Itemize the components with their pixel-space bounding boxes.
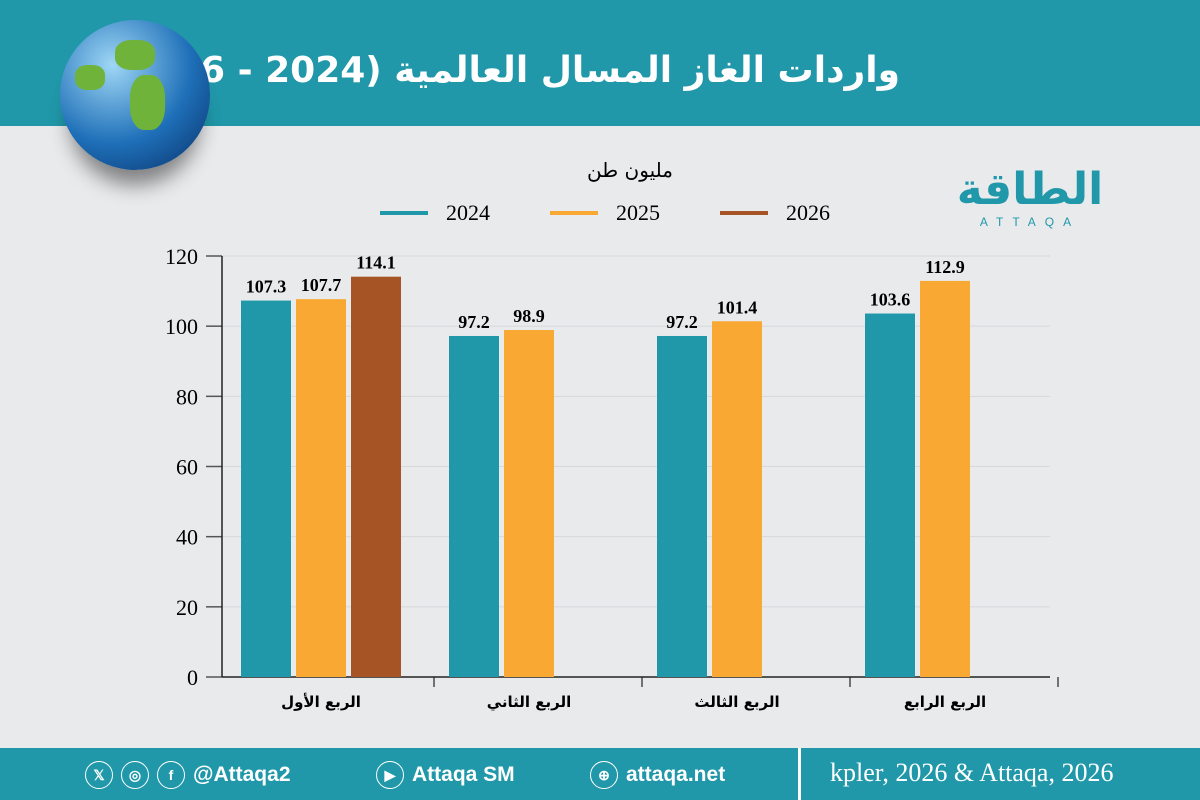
legend-item-2025: 2025 [550,200,660,226]
youtube-icon[interactable]: ▶ [376,761,404,789]
attaqa-logo: الطاقة ATTAQA [956,164,1104,230]
bar-2025 [296,299,346,677]
bar-2024 [865,313,915,677]
data-label: 98.9 [513,306,545,326]
bar-2026 [351,276,401,677]
facebook-icon[interactable]: f [157,761,185,789]
data-label: 107.3 [246,277,287,297]
y-tick-label: 60 [176,455,198,480]
globe-icon [60,20,210,170]
bar-2025 [712,321,762,677]
y-tick-label: 80 [176,384,198,409]
data-label: 101.4 [717,297,758,317]
y-tick-label: 0 [187,665,198,690]
legend-item-2026: 2026 [720,200,830,226]
y-tick-label: 40 [176,525,198,550]
x-tick-label: الربع الأول [281,693,361,711]
bar-2024 [241,300,291,677]
data-label: 97.2 [458,312,490,332]
unit-label: مليون طن [587,158,673,182]
data-label: 107.7 [301,275,342,295]
bar-2024 [449,335,499,677]
footer: 𝕏 ◎ f @Attaqa2 ▶ Attaqa SM ⊕ attaqa.net … [0,748,1200,800]
legend-item-2024: 2024 [380,200,490,226]
bar-2025 [920,280,970,677]
handle-link[interactable]: @Attaqa2 [193,763,291,786]
source-text: kpler, 2026 & Attaqa, 2026 [830,758,1114,787]
footer-divider [798,748,801,800]
y-tick-label: 120 [165,244,198,269]
globe-icon[interactable]: ⊕ [590,761,618,789]
y-tick-label: 100 [165,314,198,339]
x-tick-label: الربع الرابع [904,693,986,711]
x-icon[interactable]: 𝕏 [85,761,113,789]
youtube-link[interactable]: Attaqa SM [412,763,515,786]
legend: 2024 2025 2026 [380,200,830,226]
data-label: 97.2 [666,312,698,332]
bar-2025 [504,330,554,677]
instagram-icon[interactable]: ◎ [121,761,149,789]
data-label: 114.1 [356,253,396,273]
data-label: 103.6 [870,290,911,310]
website-link[interactable]: attaqa.net [626,763,726,786]
x-tick-label: الربع الثاني [487,693,572,711]
data-label: 112.9 [925,257,965,277]
y-tick-label: 20 [176,595,198,620]
x-tick-label: الربع الثالث [694,693,779,711]
bar-2024 [657,335,707,677]
